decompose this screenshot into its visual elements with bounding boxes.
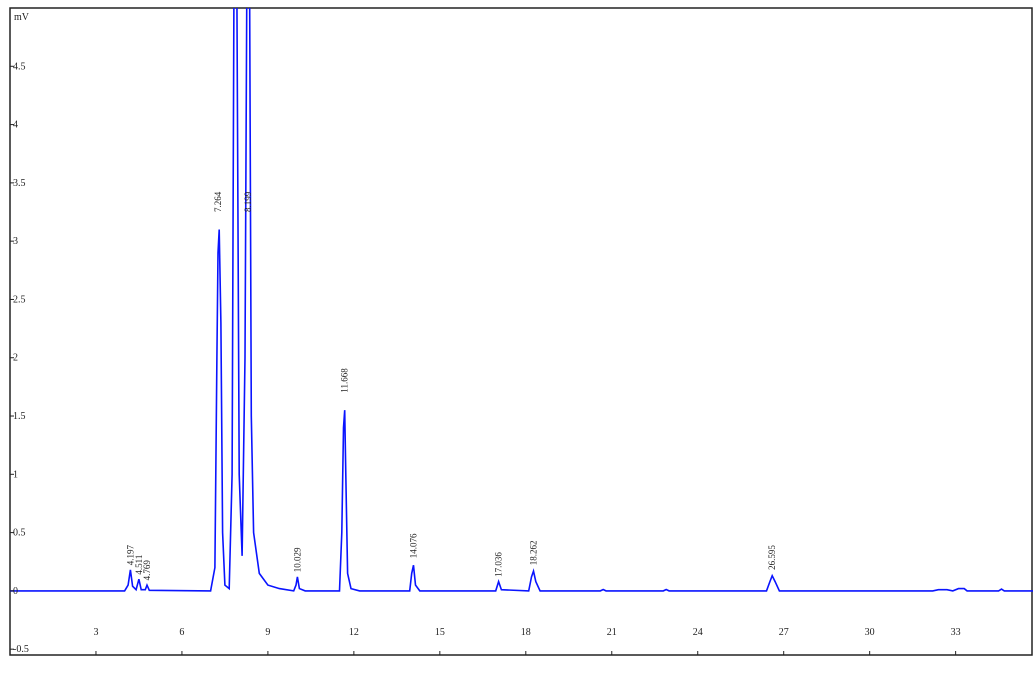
- peak-label: 8.199: [243, 191, 253, 212]
- peak-label: 4.197: [125, 544, 135, 565]
- y-tick-label: 3.5: [13, 178, 26, 189]
- peak-label: 4.511: [134, 555, 144, 575]
- y-tick-label: 1.5: [13, 411, 26, 422]
- peak-label: 17.036: [494, 552, 504, 577]
- x-tick-label: 24: [693, 627, 703, 638]
- peak-label: 26.595: [767, 545, 777, 570]
- x-tick-label: 27: [779, 627, 789, 638]
- x-tick-label: 33: [951, 627, 961, 638]
- x-tick-label: 12: [349, 627, 359, 638]
- trace: [10, 8, 1033, 592]
- y-tick-label: 4: [13, 120, 18, 131]
- plot-border: [9, 7, 1033, 656]
- peak-label: 11.668: [340, 368, 350, 393]
- y-unit: mV: [14, 12, 30, 23]
- y-tick-label: -0.5: [13, 644, 29, 655]
- peak-label: 18.262: [529, 540, 539, 565]
- x-tick-label: 18: [521, 627, 531, 638]
- y-tick-label: 0.5: [13, 528, 26, 539]
- x-tick-label: 9: [265, 627, 270, 638]
- peak-label: 10.029: [292, 547, 302, 572]
- peak-label: 4.769: [142, 560, 152, 581]
- peak-label: 7.264: [213, 191, 223, 212]
- x-tick-label: 6: [179, 627, 184, 638]
- y-tick-label: 0: [13, 586, 18, 597]
- x-tick-label: 3: [93, 627, 98, 638]
- peak-label: 14.076: [408, 533, 418, 558]
- x-tick-label: 30: [865, 627, 875, 638]
- x-tick-label: 21: [607, 627, 617, 638]
- y-tick-label: 2.5: [13, 294, 26, 305]
- y-tick-label: 3: [13, 236, 18, 247]
- y-tick-label: 2: [13, 353, 18, 364]
- x-tick-label: 15: [435, 627, 445, 638]
- y-tick-label: 1: [13, 469, 18, 480]
- y-tick-label: 4.5: [13, 61, 26, 72]
